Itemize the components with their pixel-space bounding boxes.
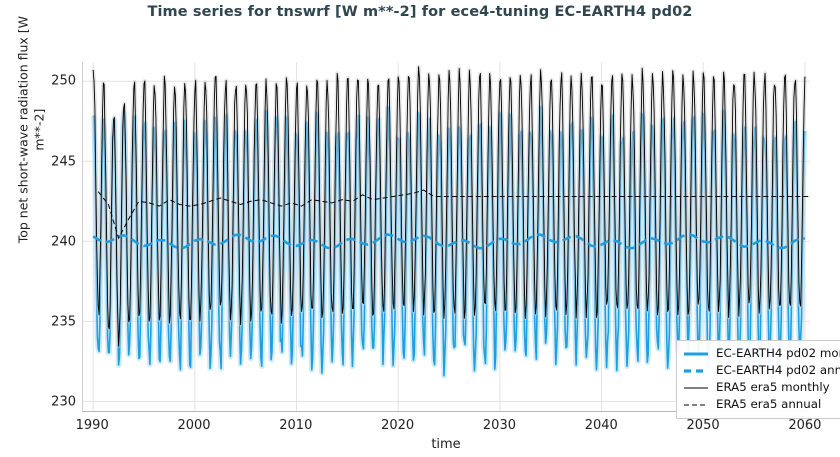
- x-tick-label: 2050: [686, 418, 720, 433]
- x-tick-label: 2030: [482, 418, 516, 433]
- x-tick-label: 2060: [788, 418, 822, 433]
- legend-label-era5-annual: ERA5 era5 annual: [716, 396, 822, 411]
- legend-swatch-solid-blue-icon: [683, 348, 709, 360]
- y-tick-label: 235: [51, 314, 76, 330]
- legend-swatch-solid-black-icon: [683, 382, 709, 394]
- plot-area: [82, 62, 810, 412]
- x-axis-ticks: 1990 2000 2010 2020 2030 2040 2050 2060: [76, 418, 822, 438]
- legend-item-era5-annual: ERA5 era5 annual: [683, 396, 840, 413]
- x-tick-label: 1990: [75, 418, 109, 433]
- x-axis-label: time: [431, 437, 461, 452]
- legend-label-model-annual: EC-EARTH4 pd02 annual: [716, 362, 840, 377]
- y-tick-label: 240: [51, 234, 76, 250]
- x-tick-label: 2000: [177, 418, 211, 433]
- x-tick-label: 2020: [381, 418, 415, 433]
- y-tick-label: 230: [51, 394, 76, 410]
- y-axis-ticks: 230 235 240 245 250: [10, 62, 76, 412]
- legend-label-model-monthly: EC-EARTH4 pd02 monthly: [716, 345, 840, 360]
- legend-item-era5-monthly: ERA5 era5 monthly: [683, 379, 840, 396]
- y-tick-label: 250: [51, 73, 76, 89]
- series-era5-monthly: [92, 66, 806, 347]
- plot-canvas: [83, 62, 810, 411]
- y-tick-label: 245: [51, 154, 76, 170]
- legend-swatch-dashed-black-icon: [683, 399, 709, 411]
- legend-item-model-annual: EC-EARTH4 pd02 annual: [683, 362, 840, 379]
- series-model-annual: [92, 232, 805, 250]
- x-tick-label: 2010: [279, 418, 313, 433]
- x-tick-label: 2040: [584, 418, 618, 433]
- legend-item-model-monthly: EC-EARTH4 pd02 monthly: [683, 345, 840, 362]
- legend: EC-EARTH4 pd02 monthly EC-EARTH4 pd02 an…: [676, 340, 840, 419]
- page-title: Time series for tnswrf [W m**-2] for ece…: [147, 4, 693, 20]
- series-era5-annual: [97, 189, 810, 240]
- legend-label-era5-monthly: ERA5 era5 monthly: [716, 379, 830, 394]
- legend-swatch-dashed-blue-icon: [683, 365, 709, 377]
